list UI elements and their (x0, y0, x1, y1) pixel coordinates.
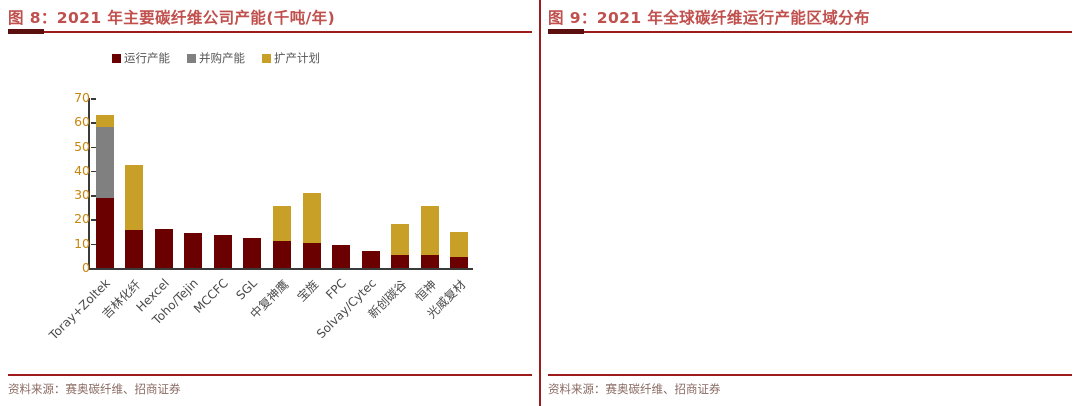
bar-group[interactable] (243, 237, 262, 268)
bar-group[interactable] (332, 244, 351, 268)
right-figure-title: 图 9：2021 年全球碳纤维运行产能区域分布 (548, 9, 870, 27)
y-tick-mark (91, 122, 96, 124)
bar-group[interactable] (95, 115, 114, 268)
x-axis-line (88, 268, 473, 270)
right-title-rule (548, 29, 1072, 34)
y-tick-label: 50 (74, 138, 90, 154)
bar-segment[interactable] (213, 235, 232, 268)
bar-segment[interactable] (332, 244, 351, 268)
right-footer-rule (548, 374, 1072, 376)
y-tick-mark (91, 268, 96, 270)
bar-segment[interactable] (450, 257, 469, 268)
legend-item-expansion: 扩产计划 (262, 50, 320, 66)
bar-group[interactable] (391, 224, 410, 268)
bar-chart: 运行产能 并购产能 扩产计划 0 10 20 30 40 50 60 70 Toray+Zol… (0, 38, 540, 368)
y-tick-mark (91, 195, 96, 197)
bar-segment[interactable] (95, 127, 114, 198)
bar-group[interactable] (450, 231, 469, 268)
y-axis-line (88, 98, 90, 269)
left-source-note: 资料来源：赛奥碳纤维、招商证券 (8, 382, 181, 396)
bar-group[interactable] (154, 229, 173, 268)
y-tick-label: 30 (74, 187, 90, 203)
left-footer-rule (8, 374, 532, 376)
y-tick-label: 40 (74, 162, 90, 178)
x-axis-category-labels: Toray+Zoltek 吉林化纤 Hexcel Toho/Tejin MCCFC SGL… (0, 272, 540, 362)
y-tick-mark (91, 219, 96, 221)
right-source-note: 资料来源：赛奥碳纤维、招商证券 (548, 382, 721, 396)
bar-group[interactable] (302, 192, 321, 268)
bar-chart-legend: 运行产能 并购产能 扩产计划 (112, 50, 320, 66)
legend-swatch-operating (112, 53, 121, 63)
legend-label-expansion: 扩产计划 (274, 51, 320, 65)
bar-segment[interactable] (391, 224, 410, 255)
legend-item-acquired: 并购产能 (187, 50, 245, 66)
left-figure-title: 图 8：2021 年主要碳纤维公司产能(千吨/年) (8, 9, 336, 27)
bar-group[interactable] (184, 232, 203, 268)
y-tick-mark (91, 98, 96, 100)
y-tick-mark (91, 170, 96, 173)
panel-divider (539, 0, 541, 406)
y-tick-label: 10 (74, 235, 90, 251)
bar-segment[interactable] (184, 232, 203, 268)
bar-segment[interactable] (95, 197, 114, 268)
bar-series-container (90, 98, 474, 268)
legend-label-operating: 运行产能 (124, 51, 170, 65)
bar-segment[interactable] (450, 231, 469, 258)
left-title-rule (8, 29, 532, 34)
bar-segment[interactable] (420, 254, 439, 268)
legend-swatch-acquired (187, 53, 196, 63)
bar-group[interactable] (125, 164, 144, 268)
bar-group[interactable] (420, 206, 439, 268)
bar-segment[interactable] (125, 230, 144, 268)
legend-swatch-expansion (262, 53, 271, 63)
y-tick-mark (91, 146, 96, 149)
y-tick-mark (91, 243, 96, 246)
bar-segment[interactable] (273, 206, 291, 242)
legend-item-operating: 运行产能 (112, 50, 170, 66)
bar-segment[interactable] (302, 242, 321, 268)
bar-group[interactable] (213, 235, 232, 268)
left-figure-panel: 图 8：2021 年主要碳纤维公司产能(千吨/年) 运行产能 并购产能 扩产计划 (0, 9, 540, 396)
y-tick-label: 0 (82, 260, 90, 275)
bar-segment[interactable] (391, 254, 410, 268)
right-figure-panel: 图 9：2021 年全球碳纤维运行产能区域分布 中国大陆美国日本匈牙利墨西哥韩国… (540, 0, 1080, 406)
bar-segment[interactable] (95, 115, 114, 128)
y-tick-label: 70 (74, 90, 90, 105)
bar-segment[interactable] (243, 237, 262, 268)
bar-group[interactable] (361, 251, 380, 268)
bar-segment[interactable] (273, 241, 291, 268)
legend-label-acquired: 并购产能 (199, 51, 245, 65)
y-tick-label: 60 (74, 114, 90, 130)
bar-segment[interactable] (154, 229, 173, 268)
bar-group[interactable] (273, 206, 291, 268)
y-tick-label: 20 (74, 211, 90, 227)
x-axis-label: 宝旌 (293, 277, 321, 305)
bar-segment[interactable] (302, 192, 321, 243)
bar-segment[interactable] (125, 164, 144, 231)
bar-segment[interactable] (420, 206, 439, 255)
bar-plot-area: 0 10 20 30 40 50 60 70 (0, 38, 540, 338)
bar-segment[interactable] (361, 251, 380, 268)
